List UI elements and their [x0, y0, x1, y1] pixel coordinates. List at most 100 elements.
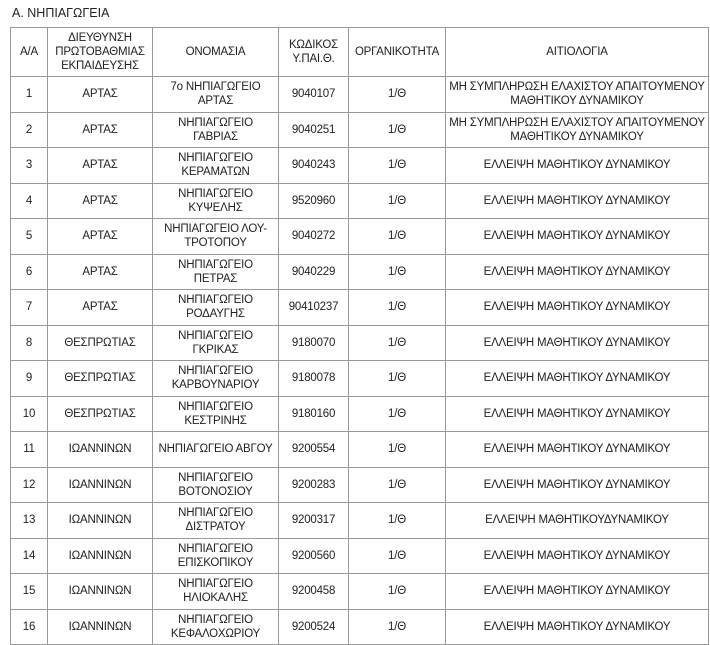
cell-directorate: ΑΡΤΑΣ: [47, 147, 153, 184]
cell-code: 9180078: [278, 360, 349, 397]
table-row: 2 ΑΡΤΑΣ ΝΗΠΙΑΓΩΓΕΙΟ ΓΑΒΡΙΑΣ 9040251 1/Θ ΜΗ ΣΥ…: [10, 111, 709, 148]
cell-code: 9200524: [278, 608, 349, 645]
cell-organic: 1/Θ: [348, 360, 446, 397]
cell-aa: 10: [10, 395, 48, 432]
cell-reason: ΕΛΛΕΙΨΗ ΜΑΘΗΤΙΚΟΥ ΔΥΝΑΜΙΚΟΥ: [445, 537, 709, 574]
cell-aa: 5: [10, 218, 48, 255]
cell-aa: 4: [10, 182, 48, 219]
cell-organic: 1/Θ: [348, 253, 446, 290]
cell-aa: 6: [10, 253, 48, 290]
cell-name: ΝΗΠΙΑΓΩΓΕΙΟ ΚΕΡΑΜΑΤΩΝ: [152, 147, 279, 184]
table-row: 6 ΑΡΤΑΣ ΝΗΠΙΑΓΩΓΕΙΟ ΠΕΤΡΑΣ 9040229 1/Θ ΕΛΛΕΙΨ…: [10, 253, 709, 290]
cell-code: 9040251: [278, 111, 349, 148]
cell-directorate: ΑΡΤΑΣ: [47, 289, 153, 326]
cell-reason: ΕΛΛΕΙΨΗ ΜΑΘΗΤΙΚΟΥ ΔΥΝΑΜΙΚΟΥ: [445, 289, 709, 326]
cell-directorate: ΙΩΑΝΝΙΝΩΝ: [47, 608, 153, 645]
table-row: 14 ΙΩΑΝΝΙΝΩΝ ΝΗΠΙΑΓΩΓΕΙΟ ΕΠΙΣΚΟΠΙΚΟΥ 920056…: [10, 537, 709, 574]
cell-directorate: ΑΡΤΑΣ: [47, 253, 153, 290]
section-title: Α. ΝΗΠΙΑΓΩΓΕΙΑ: [12, 6, 110, 20]
cell-reason: ΕΛΛΕΙΨΗ ΜΑΘΗΤΙΚΟΥ ΔΥΝΑΜΙΚΟΥ: [445, 431, 709, 468]
cell-directorate: ΑΡΤΑΣ: [47, 76, 153, 113]
cell-reason: ΕΛΛΕΙΨΗ ΜΑΘΗΤΙΚΟΥ ΔΥΝΑΜΙΚΟΥ: [445, 573, 709, 610]
cell-aa: 8: [10, 324, 48, 361]
cell-code: 9180160: [278, 395, 349, 432]
cell-aa: 9: [10, 360, 48, 397]
table-row: 7 ΑΡΤΑΣ ΝΗΠΙΑΓΩΓΕΙΟ ΡΟΔΑΥΓΗΣ 90410237 1/Θ ΕΛΛ…: [10, 289, 709, 326]
table-row: 1 ΑΡΤΑΣ 7ο ΝΗΠΙΑΓΩΓΕΙΟ ΑΡΤΑΣ 9040107 1/Θ ΜΗ Σ…: [10, 76, 709, 113]
cell-name: ΝΗΠΙΑΓΩΓΕΙΟ ΛΟΥ-ΤΡΟΤΟΠΟΥ: [152, 218, 279, 255]
cell-reason: ΕΛΛΕΙΨΗ ΜΑΘΗΤΙΚΟΥ ΔΥΝΑΜΙΚΟΥ: [445, 608, 709, 645]
cell-directorate: ΙΩΑΝΝΙΝΩΝ: [47, 537, 153, 574]
table-row: 11 ΙΩΑΝΝΙΝΩΝ ΝΗΠΙΑΓΩΓΕΙΟ ΑΒΓΟΥ 9200554 1/Θ ΕΛ…: [10, 431, 709, 468]
cell-reason: ΕΛΛΕΙΨΗ ΜΑΘΗΤΙΚΟΥ ΔΥΝΑΜΙΚΟΥ: [445, 147, 709, 184]
header-col-directorate: ΔΙΕΥΘΥΝΣΗ ΠΡΩΤΟΒΑΘΜΙΑΣ ΕΚΠΑΙΔΕΥΣΗΣ: [47, 27, 153, 77]
cell-directorate: ΘΕΣΠΡΩΤΙΑΣ: [47, 395, 153, 432]
cell-reason: ΕΛΛΕΙΨΗ ΜΑΘΗΤΙΚΟΥ ΔΥΝΑΜΙΚΟΥ: [445, 218, 709, 255]
cell-name: ΝΗΠΙΑΓΩΓΕΙΟ ΕΠΙΣΚΟΠΙΚΟΥ: [152, 537, 279, 574]
cell-code: 9180070: [278, 324, 349, 361]
cell-directorate: ΙΩΑΝΝΙΝΩΝ: [47, 573, 153, 610]
cell-name: ΝΗΠΙΑΓΩΓΕΙΟ ΓΚΡΙΚΑΣ: [152, 324, 279, 361]
table-row: 4 ΑΡΤΑΣ ΝΗΠΙΑΓΩΓΕΙΟ ΚΥΨΕΛΗΣ 9520960 1/Θ ΕΛΛΕΙ…: [10, 182, 709, 219]
cell-reason: ΕΛΛΕΙΨΗ ΜΑΘΗΤΙΚΟΥΔΥΝΑΜΙΚΟΥ: [445, 502, 709, 539]
cell-aa: 3: [10, 147, 48, 184]
cell-reason: ΕΛΛΕΙΨΗ ΜΑΘΗΤΙΚΟΥ ΔΥΝΑΜΙΚΟΥ: [445, 466, 709, 503]
cell-code: 9200458: [278, 573, 349, 610]
cell-directorate: ΘΕΣΠΡΩΤΙΑΣ: [47, 324, 153, 361]
cell-name: ΝΗΠΙΑΓΩΓΕΙΟ ΚΑΡΒΟΥΝΑΡΙΟΥ: [152, 360, 279, 397]
table-row: 8 ΘΕΣΠΡΩΤΙΑΣ ΝΗΠΙΑΓΩΓΕΙΟ ΓΚΡΙΚΑΣ 9180070 1/Θ…: [10, 324, 709, 361]
cell-organic: 1/Θ: [348, 218, 446, 255]
table-row: 13 ΙΩΑΝΝΙΝΩΝ ΝΗΠΙΑΓΩΓΕΙΟ ΔΙΣΤΡΑΤΟΥ 9200317 1…: [10, 502, 709, 539]
cell-code: 9200554: [278, 431, 349, 468]
cell-name: ΝΗΠΙΑΓΩΓΕΙΟ ΠΕΤΡΑΣ: [152, 253, 279, 290]
cell-organic: 1/Θ: [348, 111, 446, 148]
cell-organic: 1/Θ: [348, 147, 446, 184]
cell-organic: 1/Θ: [348, 324, 446, 361]
cell-name: ΝΗΠΙΑΓΩΓΕΙΟ ΚΕΣΤΡΙΝΗΣ: [152, 395, 279, 432]
cell-code: 9040243: [278, 147, 349, 184]
cell-directorate: ΑΡΤΑΣ: [47, 111, 153, 148]
cell-organic: 1/Θ: [348, 182, 446, 219]
cell-organic: 1/Θ: [348, 395, 446, 432]
cell-aa: 7: [10, 289, 48, 326]
cell-aa: 12: [10, 466, 48, 503]
cell-directorate: ΙΩΑΝΝΙΝΩΝ: [47, 502, 153, 539]
cell-organic: 1/Θ: [348, 289, 446, 326]
table-header-row: Α/Α ΔΙΕΥΘΥΝΣΗ ΠΡΩΤΟΒΑΘΜΙΑΣ ΕΚΠΑΙΔΕΥΣΗΣ ΟΝΟ…: [10, 27, 709, 77]
cell-reason: ΕΛΛΕΙΨΗ ΜΑΘΗΤΙΚΟΥ ΔΥΝΑΜΙΚΟΥ: [445, 324, 709, 361]
cell-code: 9040107: [278, 76, 349, 113]
kindergartens-table: Α/Α ΔΙΕΥΘΥΝΣΗ ΠΡΩΤΟΒΑΘΜΙΑΣ ΕΚΠΑΙΔΕΥΣΗΣ ΟΝΟ…: [10, 27, 709, 645]
cell-code: 9040229: [278, 253, 349, 290]
cell-aa: 11: [10, 431, 48, 468]
table-row: 16 ΙΩΑΝΝΙΝΩΝ ΝΗΠΙΑΓΩΓΕΙΟ ΚΕΦΑΛΟΧΩΡΙΟΥ 92005…: [10, 608, 709, 645]
cell-code: 9040272: [278, 218, 349, 255]
cell-name: ΝΗΠΙΑΓΩΓΕΙΟ ΔΙΣΤΡΑΤΟΥ: [152, 502, 279, 539]
cell-name: ΝΗΠΙΑΓΩΓΕΙΟ ΓΑΒΡΙΑΣ: [152, 111, 279, 148]
table-row: 15 ΙΩΑΝΝΙΝΩΝ ΝΗΠΙΑΓΩΓΕΙΟ ΗΛΙΟΚΑΛΗΣ 9200458 1…: [10, 573, 709, 610]
cell-name: ΝΗΠΙΑΓΩΓΕΙΟ ΡΟΔΑΥΓΗΣ: [152, 289, 279, 326]
cell-directorate: ΘΕΣΠΡΩΤΙΑΣ: [47, 360, 153, 397]
cell-organic: 1/Θ: [348, 431, 446, 468]
header-col-code: ΚΩΔΙΚΟΣ Υ.ΠΑΙ.Θ.: [278, 27, 349, 77]
table-row: 12 ΙΩΑΝΝΙΝΩΝ ΝΗΠΙΑΓΩΓΕΙΟ ΒΟΤΟΝΟΣΙΟΥ 9200283…: [10, 466, 709, 503]
cell-organic: 1/Θ: [348, 573, 446, 610]
cell-name: ΝΗΠΙΑΓΩΓΕΙΟ ΚΥΨΕΛΗΣ: [152, 182, 279, 219]
table-row: 10 ΘΕΣΠΡΩΤΙΑΣ ΝΗΠΙΑΓΩΓΕΙΟ ΚΕΣΤΡΙΝΗΣ 9180160…: [10, 395, 709, 432]
cell-code: 90410237: [278, 289, 349, 326]
cell-name: ΝΗΠΙΑΓΩΓΕΙΟ ΑΒΓΟΥ: [152, 431, 279, 468]
cell-aa: 2: [10, 111, 48, 148]
cell-reason: ΕΛΛΕΙΨΗ ΜΑΘΗΤΙΚΟΥ ΔΥΝΑΜΙΚΟΥ: [445, 395, 709, 432]
cell-organic: 1/Θ: [348, 76, 446, 113]
cell-directorate: ΙΩΑΝΝΙΝΩΝ: [47, 431, 153, 468]
cell-name: 7ο ΝΗΠΙΑΓΩΓΕΙΟ ΑΡΤΑΣ: [152, 76, 279, 113]
cell-directorate: ΙΩΑΝΝΙΝΩΝ: [47, 466, 153, 503]
cell-name: ΝΗΠΙΑΓΩΓΕΙΟ ΗΛΙΟΚΑΛΗΣ: [152, 573, 279, 610]
cell-reason: ΜΗ ΣΥΜΠΛΗΡΩΣΗ ΕΛΑΧΙΣΤΟΥ ΑΠΑΙΤΟΥΜΕΝΟΥ ΜΑΘ…: [445, 111, 709, 148]
cell-organic: 1/Θ: [348, 608, 446, 645]
cell-reason: ΕΛΛΕΙΨΗ ΜΑΘΗΤΙΚΟΥ ΔΥΝΑΜΙΚΟΥ: [445, 253, 709, 290]
cell-organic: 1/Θ: [348, 537, 446, 574]
cell-aa: 1: [10, 76, 48, 113]
cell-code: 9200317: [278, 502, 349, 539]
header-col-name: ΟΝΟΜΑΣΙΑ: [152, 27, 279, 77]
cell-code: 9200283: [278, 466, 349, 503]
